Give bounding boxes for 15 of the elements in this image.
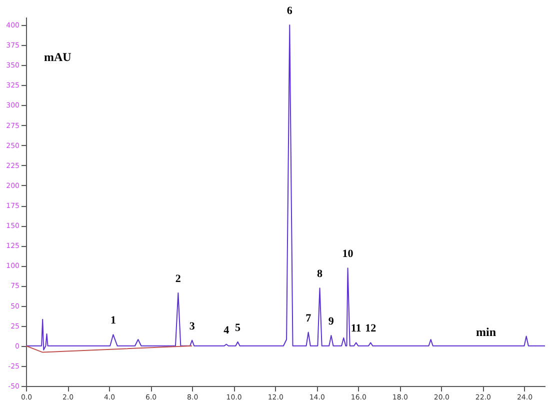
- line-series: [26, 24, 545, 350]
- annotation: 5: [235, 322, 241, 334]
- annotation: 11: [350, 322, 362, 335]
- annotation: 9: [328, 315, 334, 328]
- annotation: 12: [365, 322, 377, 335]
- annotation: 3: [189, 320, 196, 332]
- annotation: 4: [224, 324, 230, 336]
- annotation: 10: [342, 248, 354, 260]
- annotation: 7: [306, 312, 312, 324]
- annotation: 1: [110, 314, 116, 327]
- annotation: 6: [286, 5, 293, 18]
- y-axis-title: mAU: [44, 50, 72, 64]
- x-axis-title: min: [476, 325, 496, 339]
- annotation: 8: [317, 268, 324, 280]
- annotation: 2: [175, 272, 182, 285]
